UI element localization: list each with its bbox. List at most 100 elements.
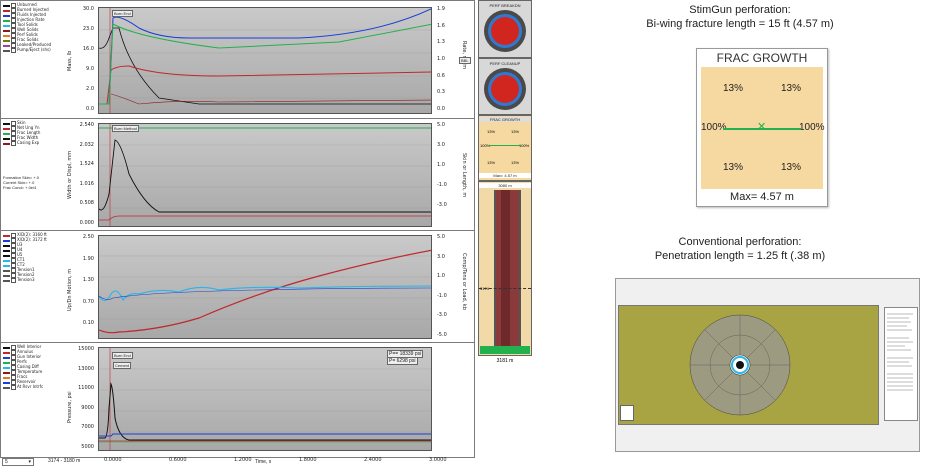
legend-checkbox[interactable] bbox=[11, 23, 16, 28]
legend-item[interactable]: Annulus bbox=[3, 350, 73, 355]
legend-item[interactable]: Well Solids bbox=[3, 28, 73, 33]
legend-checkbox[interactable] bbox=[11, 141, 16, 146]
legend-item[interactable]: X/D(2): 3172 ft bbox=[3, 238, 73, 243]
legend-item[interactable]: Frac Solids bbox=[3, 38, 73, 43]
frac-center-marker-icon: ✕ bbox=[757, 121, 767, 133]
legend-item[interactable]: CT1 bbox=[3, 258, 73, 263]
legend-checkbox[interactable] bbox=[11, 33, 16, 38]
axis-tick-label: -3.0 bbox=[437, 202, 447, 208]
axis-tick-label: 3.0 bbox=[437, 142, 445, 148]
legend-checkbox[interactable] bbox=[11, 131, 16, 136]
axis-tick-label: 30.0 bbox=[82, 6, 94, 12]
legend-checkbox[interactable] bbox=[11, 28, 16, 33]
legend-item[interactable]: At Rsvr Intrfc bbox=[3, 385, 73, 390]
burn-end-annotation: Burn End bbox=[112, 10, 133, 17]
legend-checkbox[interactable] bbox=[11, 375, 16, 380]
legend-checkbox[interactable] bbox=[11, 8, 16, 13]
legend-checkbox[interactable] bbox=[11, 385, 16, 390]
legend-checkbox[interactable] bbox=[11, 355, 16, 360]
axis-tick-label: 0.508 bbox=[79, 200, 94, 207]
legend-checkbox[interactable] bbox=[11, 48, 16, 53]
legend-item[interactable]: Unburned bbox=[3, 3, 73, 8]
legend-label: CT2 bbox=[17, 262, 25, 268]
legend-checkbox[interactable] bbox=[11, 43, 16, 48]
axis-tick-label: 5.0 bbox=[437, 234, 445, 240]
legend-checkbox[interactable] bbox=[11, 370, 16, 375]
skin-axis-label: Skin or Length, m bbox=[461, 153, 467, 198]
legend-item[interactable]: Frac Width bbox=[3, 136, 73, 141]
legend-item[interactable]: Tension3 bbox=[3, 278, 73, 283]
legend-item[interactable]: Perf Solids bbox=[3, 33, 73, 38]
legend-checkbox[interactable] bbox=[11, 278, 16, 283]
legend-checkbox[interactable] bbox=[11, 136, 16, 141]
legend-item[interactable]: Gun Interior bbox=[3, 355, 73, 360]
wellbore-inner bbox=[501, 190, 510, 350]
legend-checkbox[interactable] bbox=[11, 273, 16, 278]
legend-swatch bbox=[3, 127, 10, 130]
chevron-down-icon: ▾ bbox=[28, 459, 31, 465]
legend-item[interactable]: CT2 bbox=[3, 263, 73, 268]
legend-item[interactable]: Frac Length bbox=[3, 131, 73, 136]
legend-checkbox[interactable] bbox=[11, 380, 16, 385]
legend-item[interactable]: Perfs bbox=[3, 360, 73, 365]
legend-item[interactable]: Skin bbox=[3, 121, 73, 126]
legend-checkbox[interactable] bbox=[11, 38, 16, 43]
legend-item[interactable]: Fracs bbox=[3, 375, 73, 380]
legend-item[interactable]: Injection Rate bbox=[3, 18, 73, 23]
legend-checkbox[interactable] bbox=[11, 126, 16, 131]
legend-item[interactable]: Pump/Eject (shs) bbox=[3, 48, 73, 53]
legend-checkbox[interactable] bbox=[11, 248, 16, 253]
pressure-plot: Burn End Cement P== 18339 psi P= 6298 ps… bbox=[98, 347, 432, 451]
legend-label: X/D(2): 3172 ft bbox=[17, 237, 47, 243]
legend-checkbox[interactable] bbox=[11, 3, 16, 8]
legend-item[interactable]: Well Interior bbox=[3, 345, 73, 350]
legend-item[interactable]: Tension2 bbox=[3, 273, 73, 278]
legend-item[interactable]: Leaked/Produced bbox=[3, 43, 73, 48]
frac-growth-body: 13% 13% 100% 100% ✕ 13% 13% bbox=[701, 67, 825, 189]
time-tick-label: 0.6000 bbox=[169, 457, 187, 463]
axis-tick-label: 2.50 bbox=[82, 234, 94, 240]
legend-checkbox[interactable] bbox=[11, 243, 16, 248]
legend-label: Reservoir bbox=[17, 379, 36, 385]
legend-checkbox[interactable] bbox=[11, 268, 16, 273]
breakdown-dial-icon bbox=[484, 10, 526, 52]
legend-checkbox[interactable] bbox=[11, 365, 16, 370]
mass-rate-panel: Unburned Burned Injected Fluids Injected In… bbox=[0, 0, 475, 119]
perf-cleanup-label: PERF CLEANUP bbox=[489, 61, 521, 66]
legend-swatch bbox=[3, 34, 10, 37]
legend-checkbox[interactable] bbox=[11, 18, 16, 23]
legend-item[interactable]: Temperature bbox=[3, 370, 73, 375]
legend-swatch bbox=[3, 122, 10, 125]
legend-item[interactable]: Burned Injected bbox=[3, 8, 73, 13]
legend-checkbox[interactable] bbox=[11, 360, 16, 365]
legend-checkbox[interactable] bbox=[11, 263, 16, 268]
pressure-chart bbox=[99, 348, 431, 450]
axis-tick-label: -3.0 bbox=[437, 312, 447, 319]
legend-item[interactable]: Casing Diff bbox=[3, 365, 73, 370]
legend-item[interactable]: U5 bbox=[3, 253, 73, 258]
legend-label: Leaked/Produced bbox=[17, 42, 52, 48]
legend-checkbox[interactable] bbox=[11, 350, 16, 355]
legend-checkbox[interactable] bbox=[11, 258, 16, 263]
frac-plot: Burn Method bbox=[98, 123, 432, 227]
legend-item[interactable]: U3 bbox=[3, 243, 73, 248]
mass-legend: Unburned Burned Injected Fluids Injected In… bbox=[3, 3, 73, 53]
legend-item[interactable]: X/D(2): 3160 ft bbox=[3, 233, 73, 238]
pct-right: 100% bbox=[799, 122, 825, 133]
legend-item[interactable]: U4 bbox=[3, 248, 73, 253]
legend-item[interactable]: Tension1 bbox=[3, 268, 73, 273]
legend-item[interactable]: Casing Exp bbox=[3, 141, 73, 146]
legend-checkbox[interactable] bbox=[11, 13, 16, 18]
legend-checkbox[interactable] bbox=[11, 121, 16, 126]
legend-checkbox[interactable] bbox=[11, 253, 16, 258]
legend-item[interactable]: Tool Solids bbox=[3, 23, 73, 28]
legend-item[interactable]: Reservoir bbox=[3, 380, 73, 385]
axis-tick-label: 1.0 bbox=[437, 162, 445, 168]
legend-checkbox[interactable] bbox=[11, 233, 16, 238]
legend-checkbox[interactable] bbox=[11, 345, 16, 350]
legend-swatch bbox=[3, 137, 10, 140]
legend-checkbox[interactable] bbox=[11, 238, 16, 243]
depth-range: 3174 - 3180 m bbox=[48, 458, 81, 464]
legend-item[interactable]: Net Ung Yn bbox=[3, 126, 73, 131]
legend-item[interactable]: Fluids Injected bbox=[3, 13, 73, 18]
